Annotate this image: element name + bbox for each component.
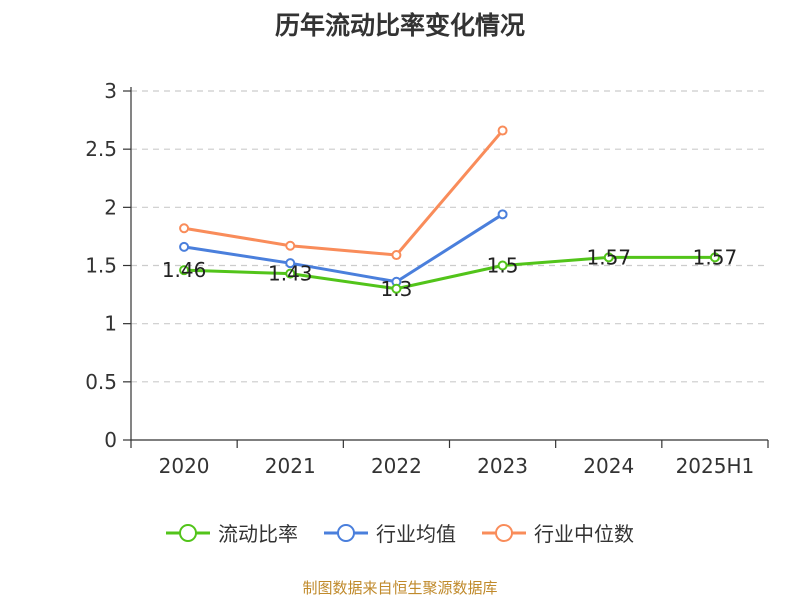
data-label: 1.46 <box>162 258 207 282</box>
data-point <box>285 268 296 279</box>
data-point <box>285 240 296 251</box>
data-point <box>179 223 190 234</box>
y-tick-label: 0.5 <box>85 370 117 394</box>
chart-title: 历年流动比率变化情况 <box>274 11 525 40</box>
series-line <box>183 129 504 257</box>
y-tick-label: 3 <box>104 79 117 103</box>
grid-layer <box>131 90 768 383</box>
x-tick-label: 2024 <box>583 454 634 478</box>
legend-item-current-ratio[interactable]: 流动比率 <box>166 518 298 547</box>
data-point <box>709 252 720 263</box>
legend-label: 行业中位数 <box>534 522 634 546</box>
y-tick-label: 2.5 <box>85 137 117 161</box>
data-label: 1.3 <box>381 277 413 301</box>
series-line <box>183 213 504 284</box>
data-point <box>179 241 190 252</box>
data-label-layer: 1.46 1.43 1.3 1.5 1.57 1.57 <box>162 245 737 300</box>
data-point <box>179 265 190 276</box>
source-note: 制图数据来自恒生聚源数据库 <box>302 579 498 597</box>
data-point <box>603 252 614 263</box>
x-tick-label: 2022 <box>371 454 422 478</box>
legend-marker-green-icon <box>166 523 210 542</box>
data-label: 1.43 <box>268 262 313 286</box>
legend: 流动比率 行业均值 行业中位数 <box>0 518 800 547</box>
data-point <box>285 258 296 269</box>
legend-marker-blue-icon <box>324 523 368 542</box>
y-tick-label: 1 <box>104 312 117 336</box>
y-tick-label: 2 <box>104 195 117 219</box>
x-tick-label: 2025H1 <box>676 454 755 478</box>
data-point <box>497 260 508 271</box>
y-tick-label: 1.5 <box>85 254 117 278</box>
legend-item-industry-median[interactable]: 行业中位数 <box>482 518 634 547</box>
legend-marker-orange-icon <box>482 523 526 542</box>
x-tick-label: 2023 <box>477 454 528 478</box>
data-label: 1.57 <box>693 245 738 269</box>
data-label: 1.57 <box>586 245 631 269</box>
x-tick-label: 2020 <box>159 454 210 478</box>
data-point <box>391 283 402 294</box>
legend-item-industry-mean[interactable]: 行业均值 <box>324 518 456 547</box>
legend-label: 流动比率 <box>218 522 298 546</box>
series-line <box>184 255 715 291</box>
series-layer <box>179 125 720 294</box>
x-tick-label: 2021 <box>265 454 316 478</box>
data-point <box>391 250 402 261</box>
axis-layer: 0 0.5 1 1.5 2 2.5 3 2020 2021 2022 2023 2024 2025H1 <box>85 79 769 478</box>
legend-label: 行业均值 <box>376 522 456 546</box>
data-point <box>497 125 508 136</box>
data-label: 1.5 <box>487 254 519 278</box>
data-point <box>497 209 508 220</box>
y-tick-label: 0 <box>104 428 117 452</box>
